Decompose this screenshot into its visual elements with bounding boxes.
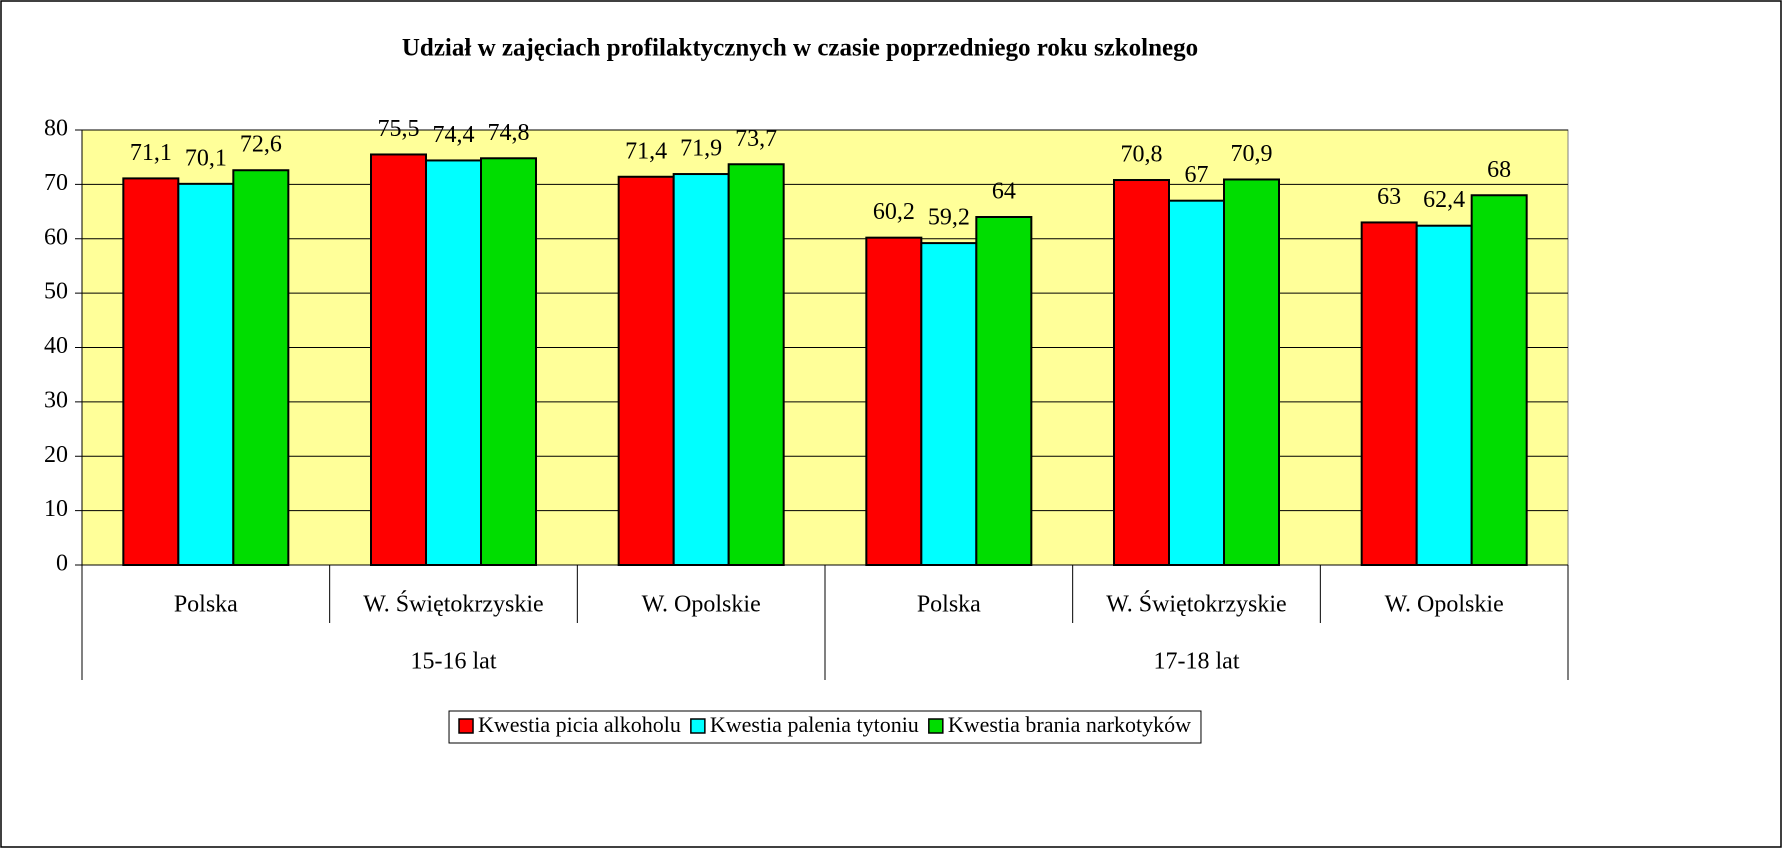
value-label: 60,2: [873, 199, 915, 225]
value-label: 74,8: [488, 120, 530, 146]
x-tick-label: W. Świętokrzyskie: [363, 591, 543, 618]
value-label: 68: [1487, 157, 1511, 183]
x-tick-label: W. Opolskie: [642, 592, 761, 618]
y-tick-label: 20: [44, 442, 68, 468]
x-tick-label: Polska: [174, 592, 238, 618]
bar: [865, 236, 923, 566]
bar: [1113, 179, 1170, 566]
y-tick-label: 0: [56, 551, 68, 577]
y-tick-label: 40: [44, 333, 68, 359]
bar: [232, 169, 290, 567]
legend-label: Kwestia palenia tytoniu: [710, 712, 919, 737]
x-tick-label: W. Opolskie: [1385, 592, 1504, 618]
bar: [1470, 194, 1528, 566]
value-label: 70,8: [1121, 142, 1163, 168]
legend-swatch: [458, 718, 474, 734]
bar: [1168, 199, 1225, 566]
value-label: 73,7: [735, 126, 777, 152]
bar: [920, 242, 978, 566]
value-label: 75,5: [378, 116, 420, 142]
value-label: 72,6: [240, 132, 282, 158]
y-tick-label: 50: [44, 279, 68, 305]
bar: [617, 175, 675, 566]
bar: [1360, 221, 1418, 566]
value-label: 74,4: [433, 122, 475, 148]
legend-swatch: [690, 718, 706, 734]
value-label: 71,9: [680, 136, 722, 162]
bar: [975, 216, 1033, 566]
bar: [1415, 224, 1473, 566]
group-label: 15-16 lat: [411, 649, 497, 675]
bar: [1223, 178, 1280, 566]
value-label: 63: [1377, 184, 1401, 210]
value-label: 70,9: [1231, 141, 1273, 167]
chart-title: Udział w zajęciach profilaktycznych w cz…: [402, 35, 1198, 62]
value-label: 70,1: [185, 145, 227, 171]
bar: [122, 177, 180, 567]
legend-swatch: [928, 718, 944, 734]
value-label: 71,1: [130, 140, 172, 166]
y-tick-label: 70: [44, 170, 68, 196]
y-tick-label: 60: [44, 224, 68, 250]
value-label: 71,4: [625, 138, 667, 164]
bar: [480, 157, 537, 566]
x-tick-label: W. Świętokrzyskie: [1106, 591, 1286, 618]
y-tick-label: 80: [44, 116, 68, 142]
bar: [425, 159, 482, 566]
legend-label: Kwestia picia alkoholu: [478, 712, 681, 737]
value-label: 59,2: [928, 205, 970, 231]
y-tick-label: 10: [44, 496, 68, 522]
bar: [177, 182, 235, 567]
group-label: 17-18 lat: [1154, 649, 1240, 675]
value-label: 62,4: [1423, 187, 1465, 213]
value-label: 64: [992, 179, 1016, 205]
y-tick-label: 30: [44, 387, 68, 413]
value-label: 67: [1185, 162, 1209, 188]
x-tick-label: Polska: [917, 592, 981, 618]
legend-label: Kwestia brania narkotyków: [948, 712, 1191, 737]
bar: [727, 163, 785, 566]
bar: [672, 173, 730, 566]
bar: [370, 153, 427, 566]
legend: [448, 710, 1202, 744]
